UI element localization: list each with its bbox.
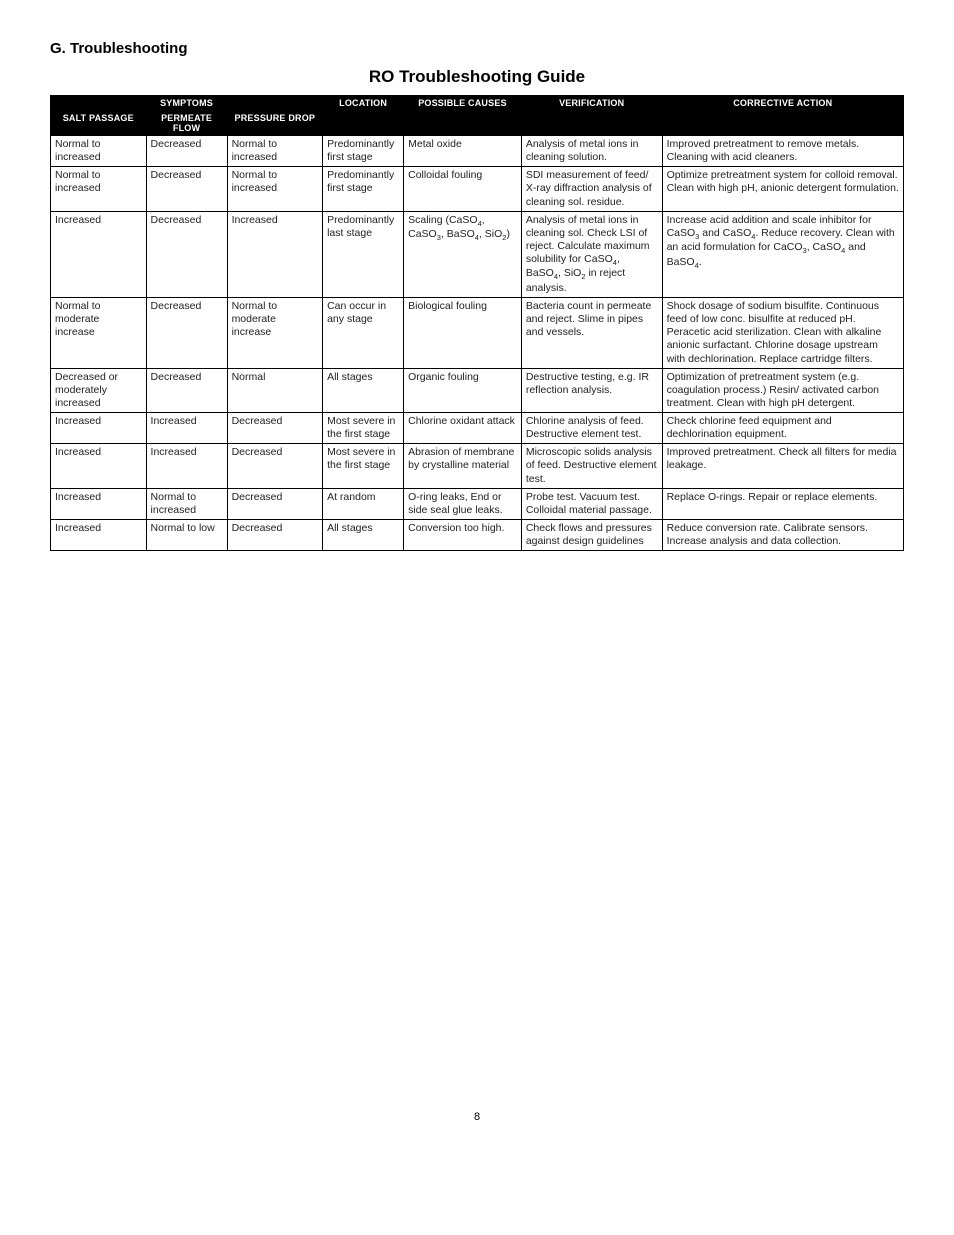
cell-salt_passage: Increased — [51, 519, 147, 550]
cell-permeate_flow: Decreased — [146, 211, 227, 297]
table-title: RO Troubleshooting Guide — [50, 67, 904, 87]
cell-corrective_action: Improved pretreatment to remove metals. … — [662, 136, 903, 167]
cell-possible_causes: Metal oxide — [404, 136, 522, 167]
cell-corrective_action: Reduce conversion rate. Calibrate sensor… — [662, 519, 903, 550]
table-row: Normal to moderate increaseDecreasedNorm… — [51, 298, 904, 369]
cell-permeate_flow: Decreased — [146, 136, 227, 167]
cell-pressure_drop: Normal to increased — [227, 167, 323, 211]
cell-pressure_drop: Decreased — [227, 488, 323, 519]
cell-permeate_flow: Increased — [146, 413, 227, 444]
cell-verification: Bacteria count in permeate and reject. S… — [521, 298, 662, 369]
header-permeate-flow: PERMEATE FLOW — [146, 111, 227, 136]
page-number: 8 — [50, 1111, 904, 1123]
cell-corrective_action: Optimization of pretreatment system (e.g… — [662, 368, 903, 412]
section-heading: G. Troubleshooting — [50, 40, 904, 57]
header-possible-causes: POSSIBLE CAUSES — [404, 96, 522, 136]
table-row: Normal to increasedDecreasedNormal to in… — [51, 167, 904, 211]
cell-corrective_action: Shock dosage of sodium bisulfite. Contin… — [662, 298, 903, 369]
header-location: LOCATION — [323, 96, 404, 136]
header-corrective-action: CORRECTIVE ACTION — [662, 96, 903, 136]
cell-salt_passage: Increased — [51, 444, 147, 488]
cell-permeate_flow: Increased — [146, 444, 227, 488]
cell-pressure_drop: Normal to moderate increase — [227, 298, 323, 369]
cell-corrective_action: Check chlorine feed equipment and dechlo… — [662, 413, 903, 444]
cell-pressure_drop: Decreased — [227, 413, 323, 444]
cell-verification: Probe test. Vacuum test. Colloidal mater… — [521, 488, 662, 519]
header-salt-passage: SALT PASSAGE — [51, 111, 147, 136]
cell-verification: SDI measurement of feed/ X-ray diffracti… — [521, 167, 662, 211]
table-row: IncreasedDecreasedIncreasedPredominantly… — [51, 211, 904, 297]
cell-permeate_flow: Normal to low — [146, 519, 227, 550]
cell-possible_causes: Scaling (CaSO4, CaSO3, BaSO4, SiO2) — [404, 211, 522, 297]
table-row: IncreasedNormal to lowDecreasedAll stage… — [51, 519, 904, 550]
cell-corrective_action: Increase acid addition and scale inhibit… — [662, 211, 903, 297]
cell-verification: Analysis of metal ions in cleaning solut… — [521, 136, 662, 167]
cell-location: All stages — [323, 368, 404, 412]
cell-location: Predominantly first stage — [323, 167, 404, 211]
cell-location: At random — [323, 488, 404, 519]
header-verification: VERIFICATION — [521, 96, 662, 136]
cell-possible_causes: Chlorine oxidant attack — [404, 413, 522, 444]
cell-possible_causes: Conversion too high. — [404, 519, 522, 550]
cell-salt_passage: Normal to increased — [51, 167, 147, 211]
cell-possible_causes: Abrasion of membrane by crystalline mate… — [404, 444, 522, 488]
cell-corrective_action: Replace O-rings. Repair or replace eleme… — [662, 488, 903, 519]
cell-salt_passage: Normal to moderate increase — [51, 298, 147, 369]
troubleshooting-table: SYMPTOMS LOCATION POSSIBLE CAUSES VERIFI… — [50, 95, 904, 551]
cell-pressure_drop: Normal to increased — [227, 136, 323, 167]
header-pressure-drop: PRESSURE DROP — [227, 111, 323, 136]
cell-permeate_flow: Decreased — [146, 368, 227, 412]
cell-pressure_drop: Normal — [227, 368, 323, 412]
cell-verification: Destructive testing, e.g. IR reflection … — [521, 368, 662, 412]
cell-salt_passage: Increased — [51, 211, 147, 297]
cell-pressure_drop: Increased — [227, 211, 323, 297]
cell-location: Predominantly last stage — [323, 211, 404, 297]
cell-verification: Microscopic solids analysis of feed. Des… — [521, 444, 662, 488]
cell-pressure_drop: Decreased — [227, 444, 323, 488]
cell-verification: Chlorine analysis of feed. Destructive e… — [521, 413, 662, 444]
cell-salt_passage: Decreased or moderately increased — [51, 368, 147, 412]
cell-corrective_action: Improved pretreatment. Check all filters… — [662, 444, 903, 488]
table-row: IncreasedIncreasedDecreasedMost severe i… — [51, 444, 904, 488]
table-row: IncreasedIncreasedDecreasedMost severe i… — [51, 413, 904, 444]
cell-permeate_flow: Decreased — [146, 167, 227, 211]
cell-possible_causes: O-ring leaks, End or side seal glue leak… — [404, 488, 522, 519]
cell-location: All stages — [323, 519, 404, 550]
cell-location: Most severe in the first stage — [323, 413, 404, 444]
cell-location: Most severe in the first stage — [323, 444, 404, 488]
cell-permeate_flow: Normal to increased — [146, 488, 227, 519]
cell-pressure_drop: Decreased — [227, 519, 323, 550]
cell-possible_causes: Organic fouling — [404, 368, 522, 412]
cell-permeate_flow: Decreased — [146, 298, 227, 369]
table-row: IncreasedNormal to increasedDecreasedAt … — [51, 488, 904, 519]
cell-possible_causes: Colloidal fouling — [404, 167, 522, 211]
header-symptoms: SYMPTOMS — [51, 96, 323, 111]
cell-verification: Check flows and pressures against design… — [521, 519, 662, 550]
cell-salt_passage: Increased — [51, 413, 147, 444]
cell-verification: Analysis of metal ions in cleaning sol. … — [521, 211, 662, 297]
table-row: Decreased or moderately increasedDecreas… — [51, 368, 904, 412]
cell-salt_passage: Normal to increased — [51, 136, 147, 167]
table-row: Normal to increasedDecreasedNormal to in… — [51, 136, 904, 167]
cell-salt_passage: Increased — [51, 488, 147, 519]
cell-location: Predominantly first stage — [323, 136, 404, 167]
cell-corrective_action: Optimize pretreatment system for colloid… — [662, 167, 903, 211]
cell-possible_causes: Biological fouling — [404, 298, 522, 369]
cell-location: Can occur in any stage — [323, 298, 404, 369]
